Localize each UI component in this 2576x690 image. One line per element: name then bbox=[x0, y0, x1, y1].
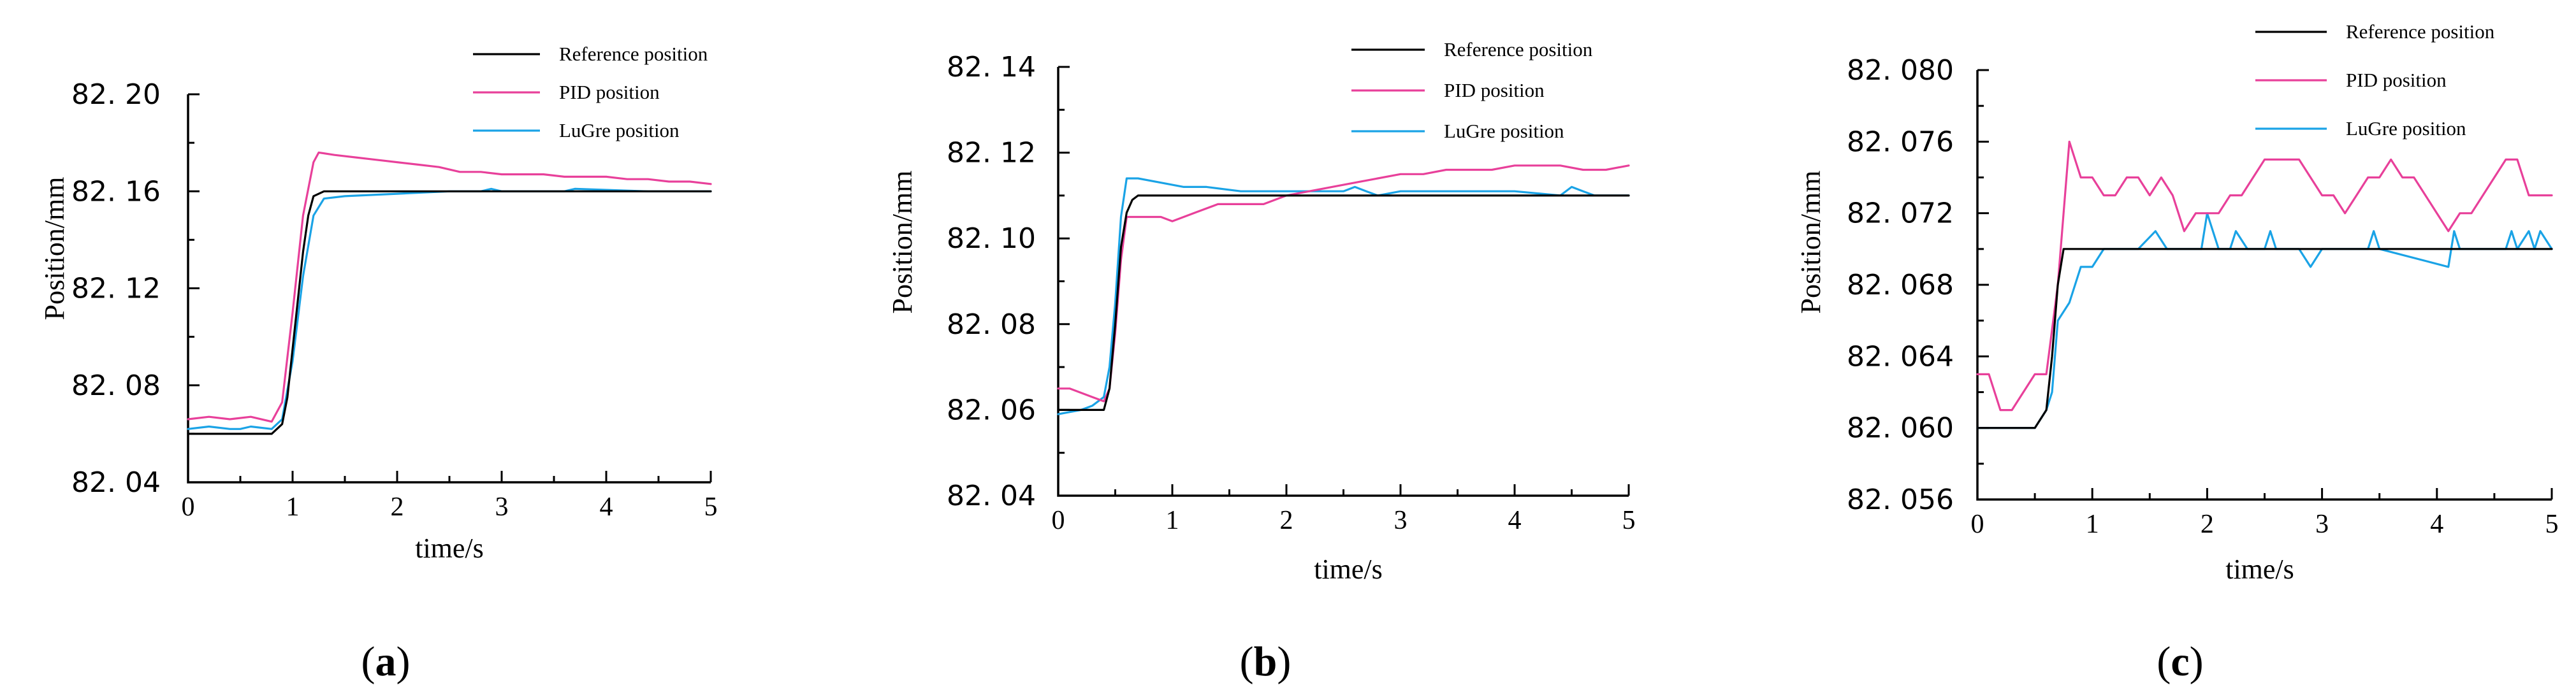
series-line-pid-position bbox=[1976, 140, 2553, 412]
series-line-lugre-position bbox=[1057, 177, 1630, 415]
x-tick-label: 3 bbox=[2315, 510, 2329, 539]
y-tick-label: 82. 068 bbox=[1847, 269, 1954, 301]
x-axis-title-b: time/s bbox=[1314, 554, 1383, 585]
series-line-reference-position bbox=[1976, 248, 2553, 429]
x-tick-label: 1 bbox=[2086, 510, 2099, 539]
x-tick-label: 5 bbox=[704, 492, 718, 522]
y-tick-label: 82. 060 bbox=[1847, 412, 1954, 445]
y-tick-label: 82. 076 bbox=[1847, 126, 1954, 158]
y-tick-label: 82. 20 bbox=[71, 78, 161, 111]
legend-label: Reference position bbox=[2346, 20, 2495, 43]
y-axis-title-b: Position/mm bbox=[887, 171, 918, 314]
x-tick-label: 1 bbox=[286, 492, 300, 522]
x-tick-label: 3 bbox=[1394, 506, 1408, 535]
series-line-pid-position bbox=[187, 151, 712, 423]
y-tick-label: 82. 072 bbox=[1847, 198, 1954, 230]
x-tick-label: 5 bbox=[1622, 506, 1636, 535]
x-tick-label: 4 bbox=[600, 492, 613, 522]
caption-c: (c) bbox=[2157, 638, 2203, 685]
y-tick-label: 82. 14 bbox=[947, 51, 1036, 83]
y-tick-label: 82. 080 bbox=[1847, 54, 1954, 87]
legend-label: LuGre position bbox=[1444, 120, 1564, 142]
x-tick-label: 4 bbox=[1508, 506, 1522, 535]
x-tick-label: 3 bbox=[495, 492, 509, 522]
series-line-pid-position bbox=[1057, 164, 1630, 403]
legend-label: LuGre position bbox=[559, 119, 680, 141]
x-tick-label: 2 bbox=[1280, 506, 1293, 535]
x-tick-label: 1 bbox=[1166, 506, 1179, 535]
series-line-lugre-position bbox=[1976, 212, 2553, 429]
legend-label: PID position bbox=[559, 81, 660, 103]
y-tick-label: 82. 06 bbox=[947, 394, 1036, 426]
y-tick-label: 82. 08 bbox=[947, 308, 1036, 341]
legend-label: LuGre position bbox=[2346, 117, 2466, 140]
y-tick-label: 82. 04 bbox=[71, 466, 161, 499]
chart-panel-b: Position/mm time/s (b) 82. 04 82. 06 82. 0… bbox=[887, 38, 1636, 685]
x-axis-title-a: time/s bbox=[415, 533, 484, 564]
chart-panel-c: Position/mm time/s (c) 82. 056 82. 060 82.… bbox=[1795, 20, 2559, 685]
y-tick-label: 82. 064 bbox=[1847, 340, 1954, 373]
legend-label: Reference position bbox=[1444, 38, 1593, 61]
y-axis-title-c: Position/mm bbox=[1795, 171, 1826, 314]
x-tick-label: 0 bbox=[182, 492, 195, 522]
y-tick-label: 82. 056 bbox=[1847, 484, 1954, 516]
legend-label: PID position bbox=[2346, 69, 2447, 91]
y-tick-label: 82. 16 bbox=[71, 175, 161, 208]
series-line-lugre-position bbox=[187, 187, 712, 430]
x-tick-label: 0 bbox=[1971, 510, 1984, 539]
x-tick-label: 2 bbox=[2201, 510, 2214, 539]
x-tick-label: 2 bbox=[391, 492, 404, 522]
y-tick-label: 82. 04 bbox=[947, 480, 1036, 512]
y-tick-label: 82. 08 bbox=[71, 370, 161, 402]
legend-label: Reference position bbox=[559, 43, 708, 65]
x-tick-label: 4 bbox=[2430, 510, 2443, 539]
x-axis-title-c: time/s bbox=[2225, 554, 2294, 585]
axes-frame bbox=[187, 94, 711, 484]
caption-b: (b) bbox=[1240, 638, 1292, 685]
y-tick-label: 82. 10 bbox=[947, 222, 1036, 255]
series-line-reference-position bbox=[1057, 194, 1630, 412]
legend-label: PID position bbox=[1444, 79, 1545, 101]
x-tick-label: 0 bbox=[1052, 506, 1065, 535]
caption-a: (a) bbox=[361, 638, 411, 685]
y-tick-label: 82. 12 bbox=[71, 273, 161, 305]
chart-panel-a: Position/mm time/s (a) 82. 04 82. 08 82. 1… bbox=[39, 43, 718, 685]
series-line-reference-position bbox=[187, 190, 712, 435]
x-tick-label: 5 bbox=[2545, 510, 2559, 539]
y-axis-title-a: Position/mm bbox=[39, 177, 70, 320]
y-tick-label: 82. 12 bbox=[947, 137, 1036, 169]
